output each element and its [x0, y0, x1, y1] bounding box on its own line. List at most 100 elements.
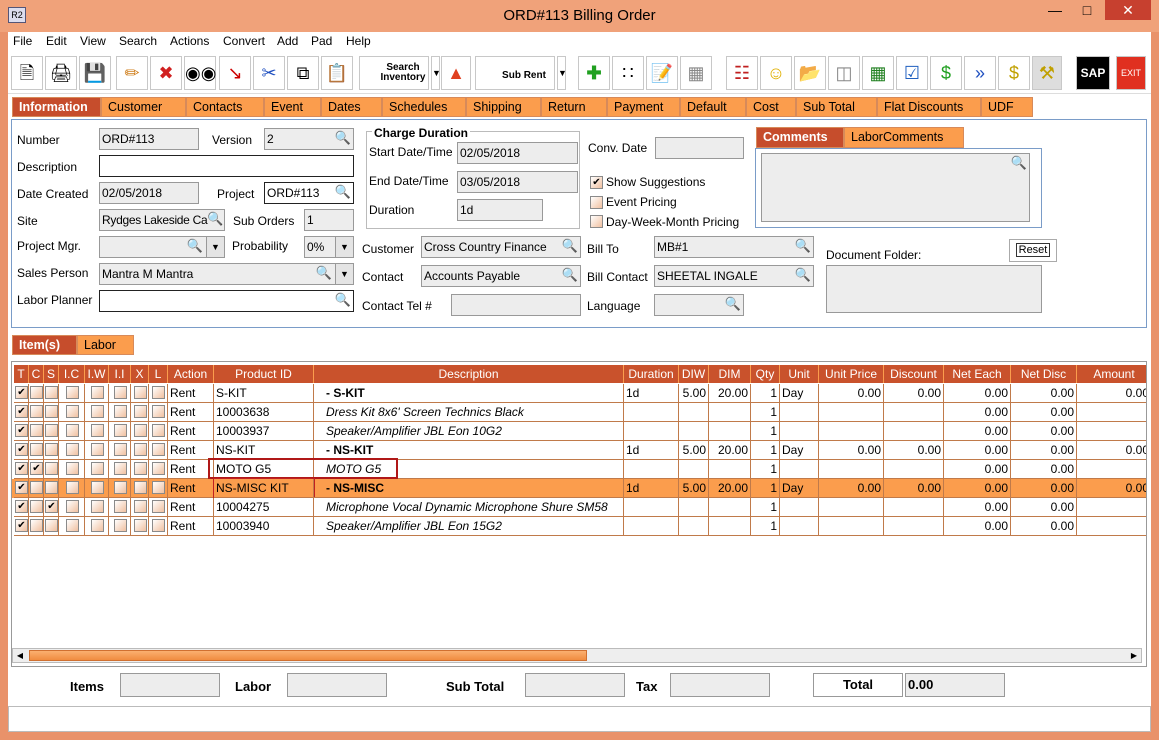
cell-l[interactable]	[149, 422, 168, 441]
cell-ii[interactable]	[109, 422, 131, 441]
checkbox-t[interactable]: ✔	[15, 386, 28, 399]
cell-dim[interactable]: 20.00	[709, 479, 751, 498]
cell-duration[interactable]	[624, 460, 679, 479]
cell-duration[interactable]: 1d	[624, 384, 679, 403]
version-field[interactable]: 2 🔍	[264, 128, 354, 150]
close-button[interactable]: ✕	[1105, 0, 1151, 20]
cell-diw[interactable]	[679, 422, 709, 441]
cell-discount[interactable]	[884, 422, 944, 441]
cell-s[interactable]: ✔	[44, 498, 59, 517]
tab-dates[interactable]: Dates	[321, 97, 382, 117]
cell-unit[interactable]	[780, 422, 819, 441]
cell-ic[interactable]	[59, 403, 85, 422]
column-header-net-disc[interactable]: Net Disc	[1011, 365, 1077, 383]
cell-duration[interactable]	[624, 422, 679, 441]
cell-iw[interactable]	[85, 460, 109, 479]
cell-product-id[interactable]: 10003937	[214, 422, 314, 441]
cell-amount[interactable]: 0.00	[1077, 479, 1146, 498]
cell-description[interactable]: Microphone Vocal Dynamic Microphone Shur…	[314, 498, 624, 517]
show-suggestions-checkbox[interactable]: ✔	[590, 176, 603, 189]
checkbox-l[interactable]	[152, 386, 165, 399]
paste-icon[interactable]: 📋	[321, 56, 353, 90]
checkbox-ic[interactable]	[65, 386, 79, 399]
cell-iw[interactable]	[85, 422, 109, 441]
checkbox-s[interactable]	[45, 443, 58, 456]
cell-amount[interactable]	[1077, 498, 1146, 517]
cell-qty[interactable]: 1	[751, 479, 780, 498]
checkbox-l[interactable]	[152, 424, 165, 437]
cell-x[interactable]	[131, 441, 149, 460]
checkbox-ic[interactable]	[65, 519, 79, 532]
scrollbar-thumb[interactable]	[29, 650, 587, 661]
dwm-pricing-checkbox[interactable]	[590, 215, 603, 228]
checkbox-ii[interactable]	[113, 500, 127, 513]
cell-discount[interactable]	[884, 498, 944, 517]
checkbox-x[interactable]	[133, 386, 147, 399]
cell-unit-price[interactable]: 0.00	[819, 479, 884, 498]
checkbox-iw[interactable]	[90, 500, 104, 513]
cell-discount[interactable]: 0.00	[884, 384, 944, 403]
minimize-button[interactable]: —	[1048, 2, 1062, 18]
column-header-x[interactable]: X	[131, 365, 149, 383]
column-header-action[interactable]: Action	[168, 365, 214, 383]
checkbox-s[interactable]	[45, 424, 58, 437]
column-header-iw[interactable]: I.W	[85, 365, 109, 383]
cell-unit[interactable]	[780, 517, 819, 536]
cell-c[interactable]	[29, 384, 44, 403]
column-header-unit[interactable]: Unit	[780, 365, 819, 383]
cell-qty[interactable]: 1	[751, 422, 780, 441]
cell-x[interactable]	[131, 403, 149, 422]
checkbox-t[interactable]: ✔	[15, 519, 28, 532]
checkbox-iw[interactable]	[90, 462, 104, 475]
checkbox-x[interactable]	[133, 519, 147, 532]
checkbox-c[interactable]	[30, 424, 43, 437]
cell-unit[interactable]	[780, 498, 819, 517]
customer-field[interactable]: Cross Country Finance 🔍	[421, 236, 581, 258]
menu-help[interactable]: Help	[346, 34, 371, 48]
cell-dim[interactable]	[709, 460, 751, 479]
project-field[interactable]: ORD#113 🔍	[264, 182, 354, 204]
cell-product-id[interactable]: 10003940	[214, 517, 314, 536]
cell-dim[interactable]	[709, 498, 751, 517]
cell-s[interactable]	[44, 422, 59, 441]
cell-iw[interactable]	[85, 498, 109, 517]
eraser-icon[interactable]: ◫	[828, 56, 860, 90]
cell-net-each[interactable]: 0.00	[944, 460, 1011, 479]
sub-orders-field[interactable]: 1	[304, 209, 354, 231]
checkbox-l[interactable]	[152, 443, 165, 456]
cell-net-each[interactable]: 0.00	[944, 479, 1011, 498]
cell-ic[interactable]	[59, 384, 85, 403]
cell-action[interactable]: Rent	[168, 403, 214, 422]
cell-c[interactable]	[29, 479, 44, 498]
column-header-net-each[interactable]: Net Each	[944, 365, 1011, 383]
cell-diw[interactable]: 5.00	[679, 384, 709, 403]
description-field[interactable]	[99, 155, 354, 177]
checkbox-l[interactable]	[152, 481, 165, 494]
cell-unit-price[interactable]	[819, 498, 884, 517]
checkbox-iw[interactable]	[90, 424, 104, 437]
checkbox-ic[interactable]	[65, 462, 79, 475]
hierarchy-icon[interactable]: ☷	[726, 56, 758, 90]
cell-description[interactable]: - NS-KIT	[314, 441, 624, 460]
cell-s[interactable]	[44, 441, 59, 460]
column-header-description[interactable]: Description	[314, 365, 624, 383]
cell-l[interactable]	[149, 460, 168, 479]
table-row[interactable]	[12, 498, 1146, 517]
cell-dim[interactable]	[709, 517, 751, 536]
menu-view[interactable]: View	[80, 34, 106, 48]
folder-clock-icon[interactable]: 📂	[794, 56, 826, 90]
cell-x[interactable]	[131, 479, 149, 498]
tab-items[interactable]: Item(s)	[12, 335, 77, 355]
tab-comments[interactable]: Comments	[756, 127, 844, 148]
tab-return[interactable]: Return	[541, 97, 607, 117]
checkbox-x[interactable]	[133, 481, 147, 494]
cell-ic[interactable]	[59, 479, 85, 498]
cell-unit[interactable]	[780, 403, 819, 422]
checkbox-ic[interactable]	[65, 481, 79, 494]
forward-icon[interactable]: »	[964, 56, 996, 90]
cell-c[interactable]	[29, 498, 44, 517]
cell-ii[interactable]	[109, 498, 131, 517]
books-icon[interactable]: ▦	[862, 56, 894, 90]
search-icon[interactable]: 🔍	[315, 265, 332, 280]
checkbox-iw[interactable]	[90, 386, 104, 399]
